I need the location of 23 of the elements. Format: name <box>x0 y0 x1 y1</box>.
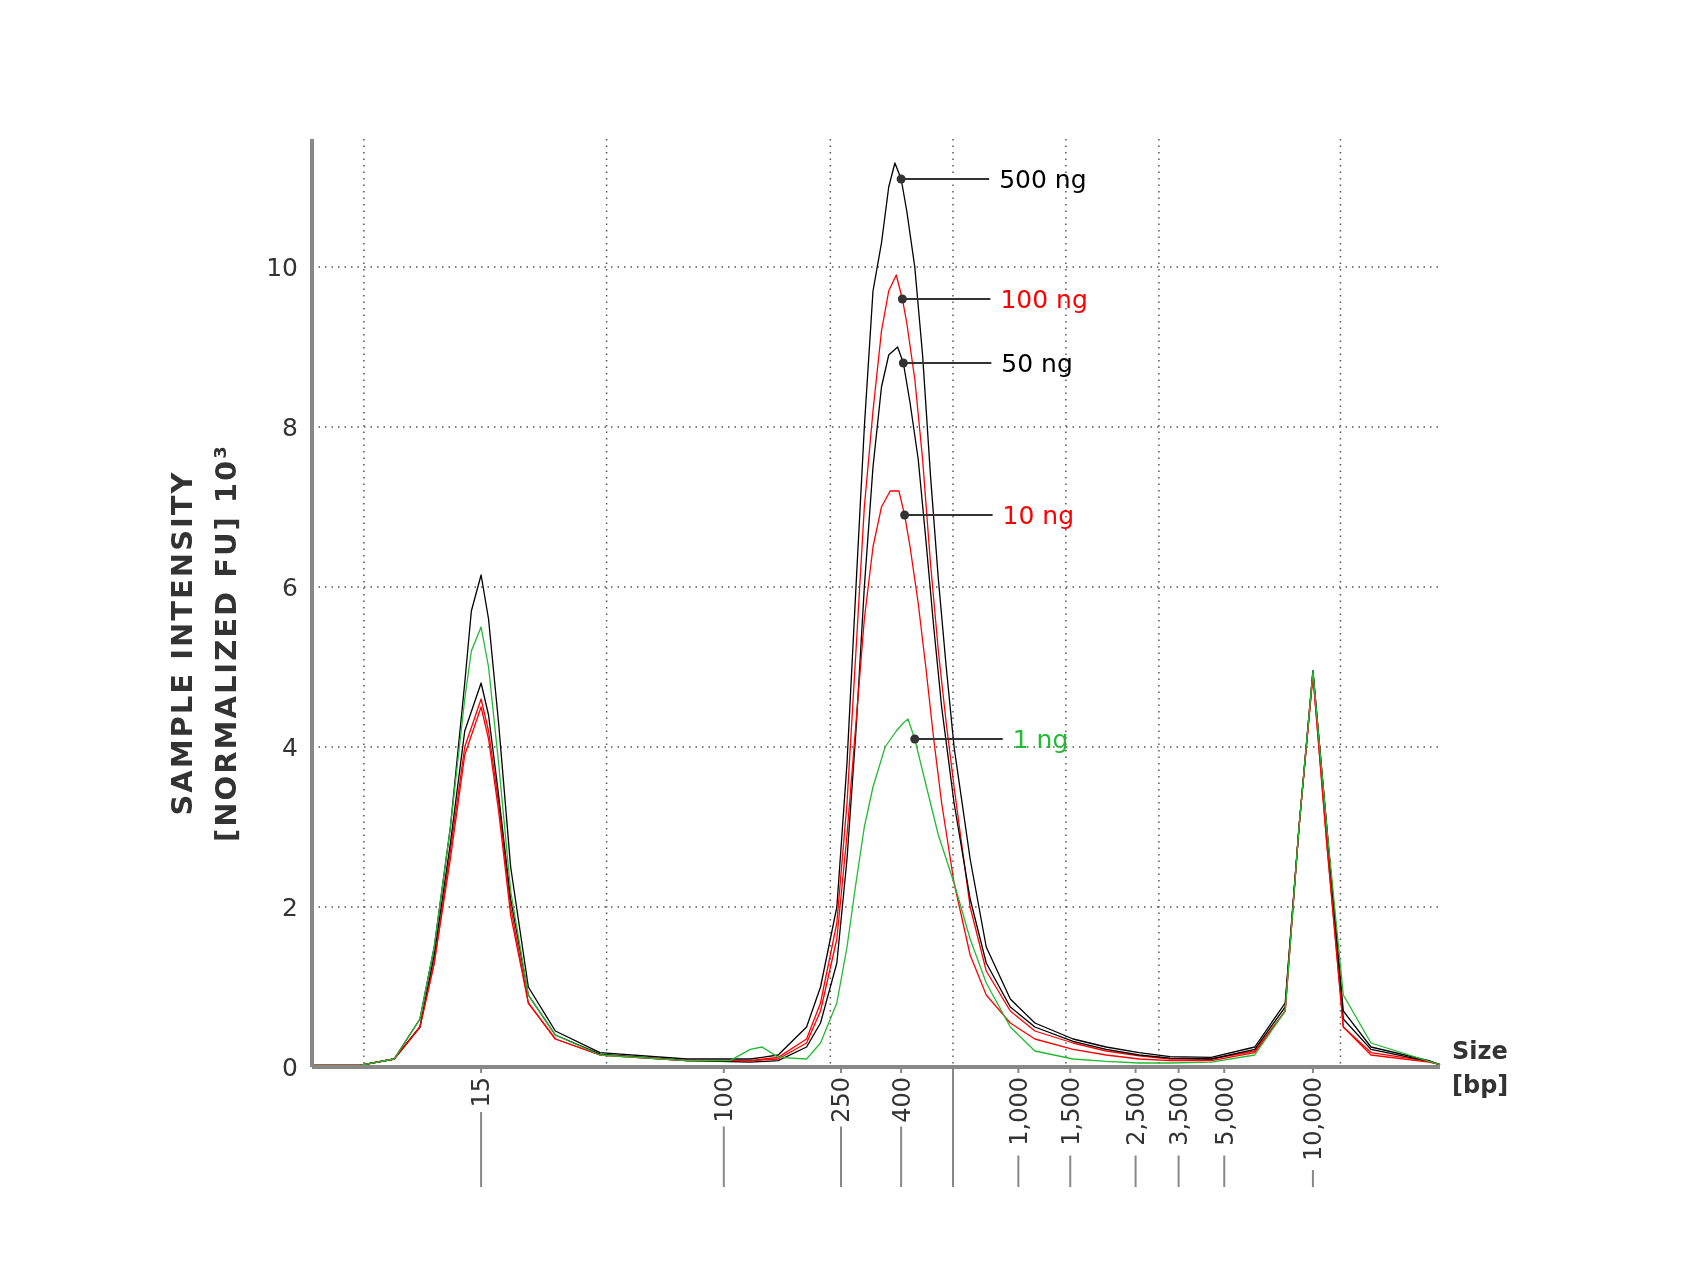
x-axis-title: Size [bp] <box>1452 1037 1509 1099</box>
legend-label: 500 ng <box>999 164 1087 194</box>
x-tick-label: 250 <box>827 1077 856 1123</box>
y-tick-label: 2 <box>282 892 298 922</box>
x-tick-label: 2,500 <box>1121 1077 1150 1146</box>
legend-label: 50 ng <box>1001 348 1073 378</box>
x-tick-label: 100 <box>710 1077 739 1123</box>
x-tick-label: 1,000 <box>1004 1077 1033 1146</box>
y-tick-label: 0 <box>282 1052 298 1082</box>
x-tick-label: 1,500 <box>1056 1077 1085 1146</box>
x-tick-label: 10,000 <box>1299 1077 1328 1161</box>
legend-label: 1 ng <box>1012 724 1069 754</box>
x-tick-label: 5,000 <box>1210 1077 1239 1146</box>
y-tick-label: 10 <box>266 252 298 282</box>
x-tick-label: 400 <box>887 1077 916 1123</box>
y-axis-title: SAMPLE INTENSITY [NORMALIZED FU] 10³ <box>165 444 243 842</box>
legend-label: 100 ng <box>1000 284 1088 314</box>
legend-label: 10 ng <box>1002 500 1075 530</box>
y-tick-label: 4 <box>282 732 298 762</box>
x-tick-label: 3,500 <box>1165 1077 1194 1146</box>
y-tick-label: 6 <box>282 572 298 602</box>
y-tick-label: 8 <box>282 412 298 442</box>
x-tick-label: 15 <box>467 1077 496 1108</box>
